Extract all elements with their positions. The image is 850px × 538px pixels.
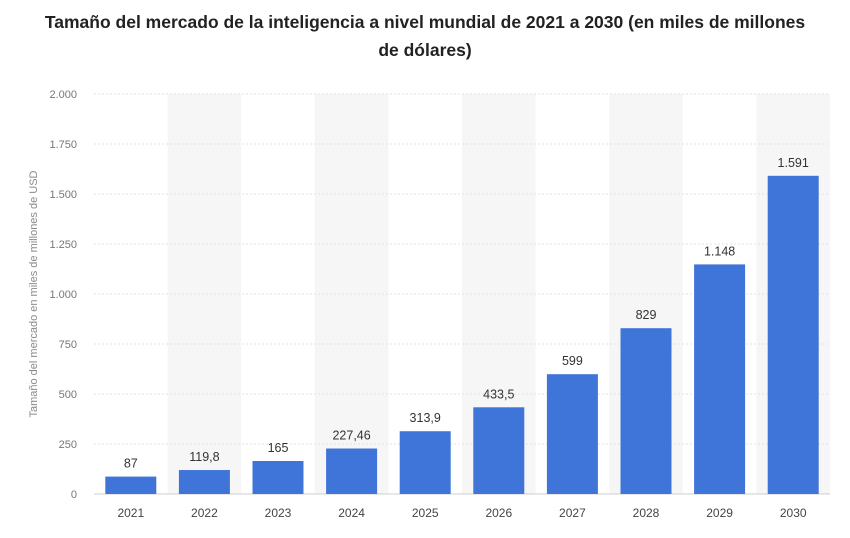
chart-title: Tamaño del mercado de la inteligencia a … (44, 12, 806, 60)
bar[interactable] (620, 328, 672, 494)
bar[interactable] (326, 448, 378, 494)
x-tick-label: 2030 (780, 506, 807, 520)
x-tick-label: 2021 (117, 506, 144, 520)
x-tick-label: 2022 (191, 506, 218, 520)
y-tick-labels: 0 250 500 750 1.000 1.250 1.500 1.750 2.000 (49, 89, 77, 501)
bar[interactable] (767, 175, 819, 495)
y-tick-label: 1.250 (49, 239, 77, 251)
data-label: 87 (124, 457, 138, 471)
x-tick-labels: 2021 2022 2023 2024 2025 2026 2027 2028 2029 2030 (117, 506, 806, 520)
bar[interactable] (473, 407, 525, 494)
y-tick-label: 1.000 (49, 289, 77, 301)
y-tick-label: 250 (59, 439, 77, 451)
x-tick-label: 2025 (412, 506, 439, 520)
data-label: 1.591 (778, 156, 809, 170)
bars (105, 175, 819, 495)
y-tick-label: 0 (71, 489, 77, 501)
data-labels: 87 119,8 165 227,46 313,9 433,5 599 829 1.148 1.5… (124, 156, 809, 471)
bar[interactable] (178, 470, 230, 494)
x-tick-label: 2028 (633, 506, 660, 520)
data-label: 829 (636, 308, 657, 322)
x-tick-label: 2024 (338, 506, 365, 520)
x-tick-label: 2027 (559, 506, 586, 520)
data-label: 599 (562, 354, 583, 368)
x-tick-label: 2029 (706, 506, 733, 520)
data-label: 1.148 (704, 244, 735, 258)
bar[interactable] (252, 461, 304, 494)
y-tick-label: 750 (59, 339, 77, 351)
x-tick-label: 2023 (265, 506, 292, 520)
y-tick-label: 1.500 (49, 189, 77, 201)
y-tick-label: 1.750 (49, 139, 77, 151)
bar[interactable] (105, 476, 157, 494)
data-label: 119,8 (189, 450, 219, 464)
data-label: 165 (268, 441, 289, 455)
data-label: 433,5 (483, 387, 514, 401)
bar[interactable] (546, 374, 598, 494)
x-tick-label: 2026 (485, 506, 512, 520)
data-label: 227,46 (332, 429, 370, 443)
y-tick-label: 2.000 (49, 89, 77, 101)
bar[interactable] (694, 264, 746, 494)
y-tick-label: 500 (59, 389, 77, 401)
bar[interactable] (399, 431, 451, 494)
data-label: 313,9 (410, 411, 441, 425)
